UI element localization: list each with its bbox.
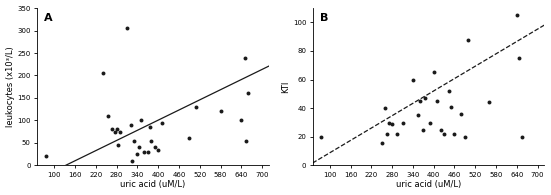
Point: [317, 135, 326, 138]
Point: [426, 121, 435, 124]
Point: [440, 132, 449, 136]
Point: [240, 56, 249, 59]
Point: [382, 132, 391, 136]
Point: [415, 99, 424, 103]
Point: [150, 146, 159, 149]
Point: [185, 137, 194, 140]
Point: [512, 14, 521, 17]
Point: [137, 119, 145, 122]
Point: [485, 101, 494, 104]
Point: [514, 57, 523, 60]
Point: [128, 159, 137, 162]
Point: [157, 121, 166, 124]
Point: [99, 72, 107, 75]
Point: [414, 114, 423, 117]
Point: [433, 99, 441, 103]
Point: [436, 128, 445, 131]
Text: B: B: [320, 13, 328, 23]
Point: [135, 146, 144, 149]
Point: [377, 141, 386, 144]
Text: A: A: [44, 13, 53, 23]
Point: [517, 135, 526, 138]
Point: [242, 139, 251, 142]
Point: [192, 105, 201, 109]
Point: [104, 114, 112, 118]
Point: [419, 128, 428, 131]
Point: [398, 121, 407, 124]
Point: [126, 123, 135, 127]
Point: [447, 105, 456, 108]
Point: [429, 71, 438, 74]
Point: [420, 97, 429, 100]
Point: [457, 112, 466, 115]
Point: [41, 155, 50, 158]
Point: [461, 135, 469, 138]
Point: [107, 128, 116, 131]
Point: [445, 90, 453, 93]
Point: [140, 150, 149, 153]
Point: [145, 126, 154, 129]
Point: [385, 121, 393, 124]
Point: [450, 132, 459, 136]
Point: [408, 78, 417, 81]
Point: [147, 139, 156, 142]
Point: [381, 107, 390, 110]
Y-axis label: KTI: KTI: [281, 81, 290, 93]
Point: [244, 92, 252, 95]
Point: [388, 122, 397, 126]
Point: [112, 128, 121, 131]
Point: [154, 148, 163, 151]
Point: [111, 130, 120, 133]
X-axis label: uric acid (uM/L): uric acid (uM/L): [396, 180, 461, 190]
X-axis label: uric acid (uM/L): uric acid (uM/L): [121, 180, 186, 190]
Point: [393, 132, 402, 136]
Point: [123, 27, 132, 30]
Point: [237, 119, 246, 122]
Point: [143, 150, 152, 153]
Point: [464, 38, 473, 41]
Point: [116, 130, 125, 133]
Point: [216, 110, 225, 113]
Point: [114, 144, 123, 147]
Point: [129, 139, 138, 142]
Point: [133, 153, 142, 156]
Y-axis label: leukocytes (x10³/L): leukocytes (x10³/L): [6, 46, 14, 127]
